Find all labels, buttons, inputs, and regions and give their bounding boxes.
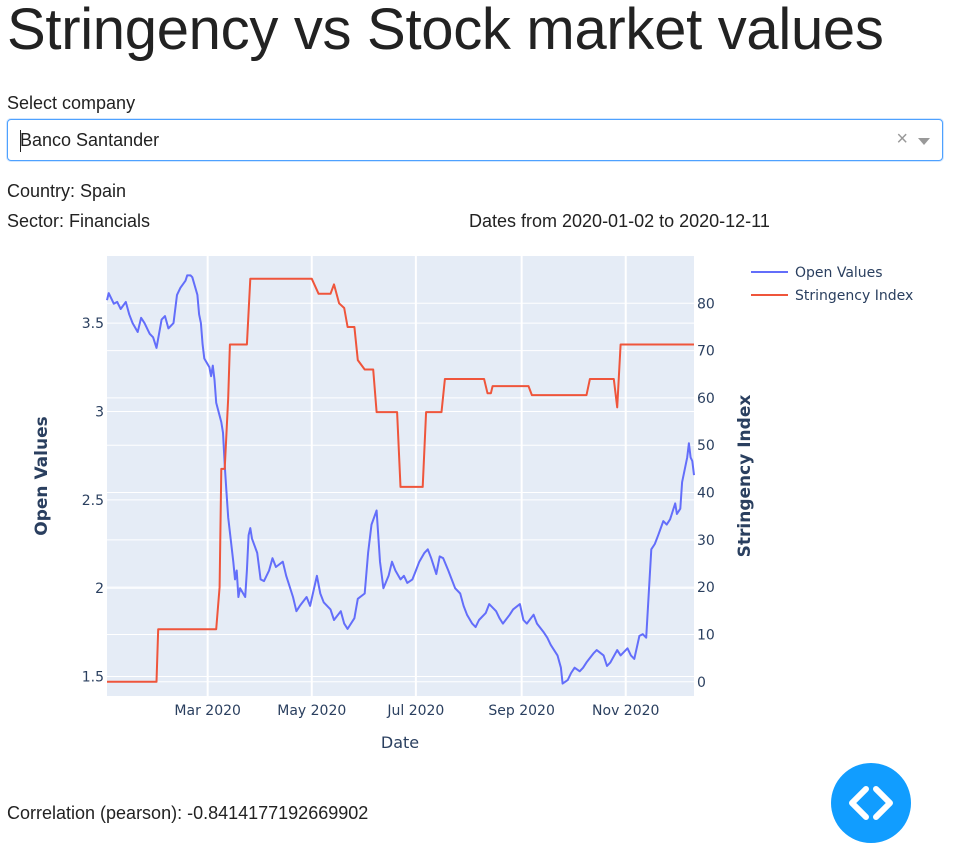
sector-info: Sector: Financials: [7, 211, 151, 231]
x-tick-label: Nov 2020: [592, 703, 659, 719]
y-tick-label: 1.5: [82, 670, 104, 686]
y-tick-label: 3.5: [82, 316, 104, 332]
y-tick-label: 3: [95, 405, 104, 421]
y2-tick-label: 30: [697, 533, 715, 549]
y2-axis-ticks: 0 10 20 30 40 50 60 70 80: [697, 296, 715, 690]
y2-tick-label: 10: [697, 627, 715, 643]
legend-item-stringency-index[interactable]: Stringency Index: [751, 288, 913, 304]
company-dropdown[interactable]: Banco Santander ×: [7, 119, 943, 161]
chevron-down-icon[interactable]: [918, 138, 930, 145]
debug-menu-button[interactable]: [831, 763, 911, 843]
select-company-label: Select company: [7, 93, 136, 113]
page-title: Stringency vs Stock market values: [7, 0, 884, 62]
x-tick-label: May 2020: [277, 703, 346, 719]
legend-label: Open Values: [795, 265, 883, 281]
x-tick-label: Jul 2020: [386, 703, 444, 719]
legend-label: Stringency Index: [795, 288, 913, 304]
correlation-result: Correlation (pearson): -0.84141771926699…: [7, 803, 369, 823]
x-axis-ticks: Mar 2020 May 2020 Jul 2020 Sep 2020 Nov 2020: [174, 703, 659, 719]
y-axis-ticks: 1.5 2 2.5 3 3.5: [82, 316, 104, 685]
y2-tick-label: 40: [697, 486, 715, 502]
y2-tick-label: 20: [697, 580, 715, 596]
selected-company-value: Banco Santander: [20, 130, 160, 150]
open-values-line: [106, 274, 695, 685]
clear-x-icon[interactable]: ×: [896, 128, 908, 150]
text-cursor: [20, 130, 21, 152]
x-tick-label: Sep 2020: [488, 703, 554, 719]
x-tick-label: Mar 2020: [174, 703, 241, 719]
x-axis-title: Date: [381, 733, 419, 752]
legend[interactable]: Open Values Stringency Index: [751, 265, 913, 304]
y-tick-label: 2: [95, 581, 104, 597]
grid-lines: [107, 256, 694, 696]
y-axis-title: Open Values: [32, 416, 52, 535]
stringency-stock-chart[interactable]: Mar 2020 May 2020 Jul 2020 Sep 2020 Nov 2020…: [0, 240, 953, 770]
series-lines: [106, 274, 695, 685]
code-brackets-icon: [849, 786, 893, 820]
country-info: Country: Spain: [7, 181, 127, 201]
y-tick-label: 2.5: [82, 493, 104, 509]
date-range-info: Dates from 2020-01-02 to 2020-12-11: [469, 211, 770, 231]
stringency-index-line: [107, 277, 694, 683]
y2-tick-label: 60: [697, 391, 715, 407]
y2-tick-label: 80: [697, 296, 715, 312]
legend-item-open-values[interactable]: Open Values: [751, 265, 883, 281]
y2-tick-label: 70: [697, 344, 715, 360]
y2-tick-label: 0: [697, 675, 706, 691]
y2-tick-label: 50: [697, 438, 715, 454]
y2-axis-title: Stringency Index: [735, 395, 755, 558]
